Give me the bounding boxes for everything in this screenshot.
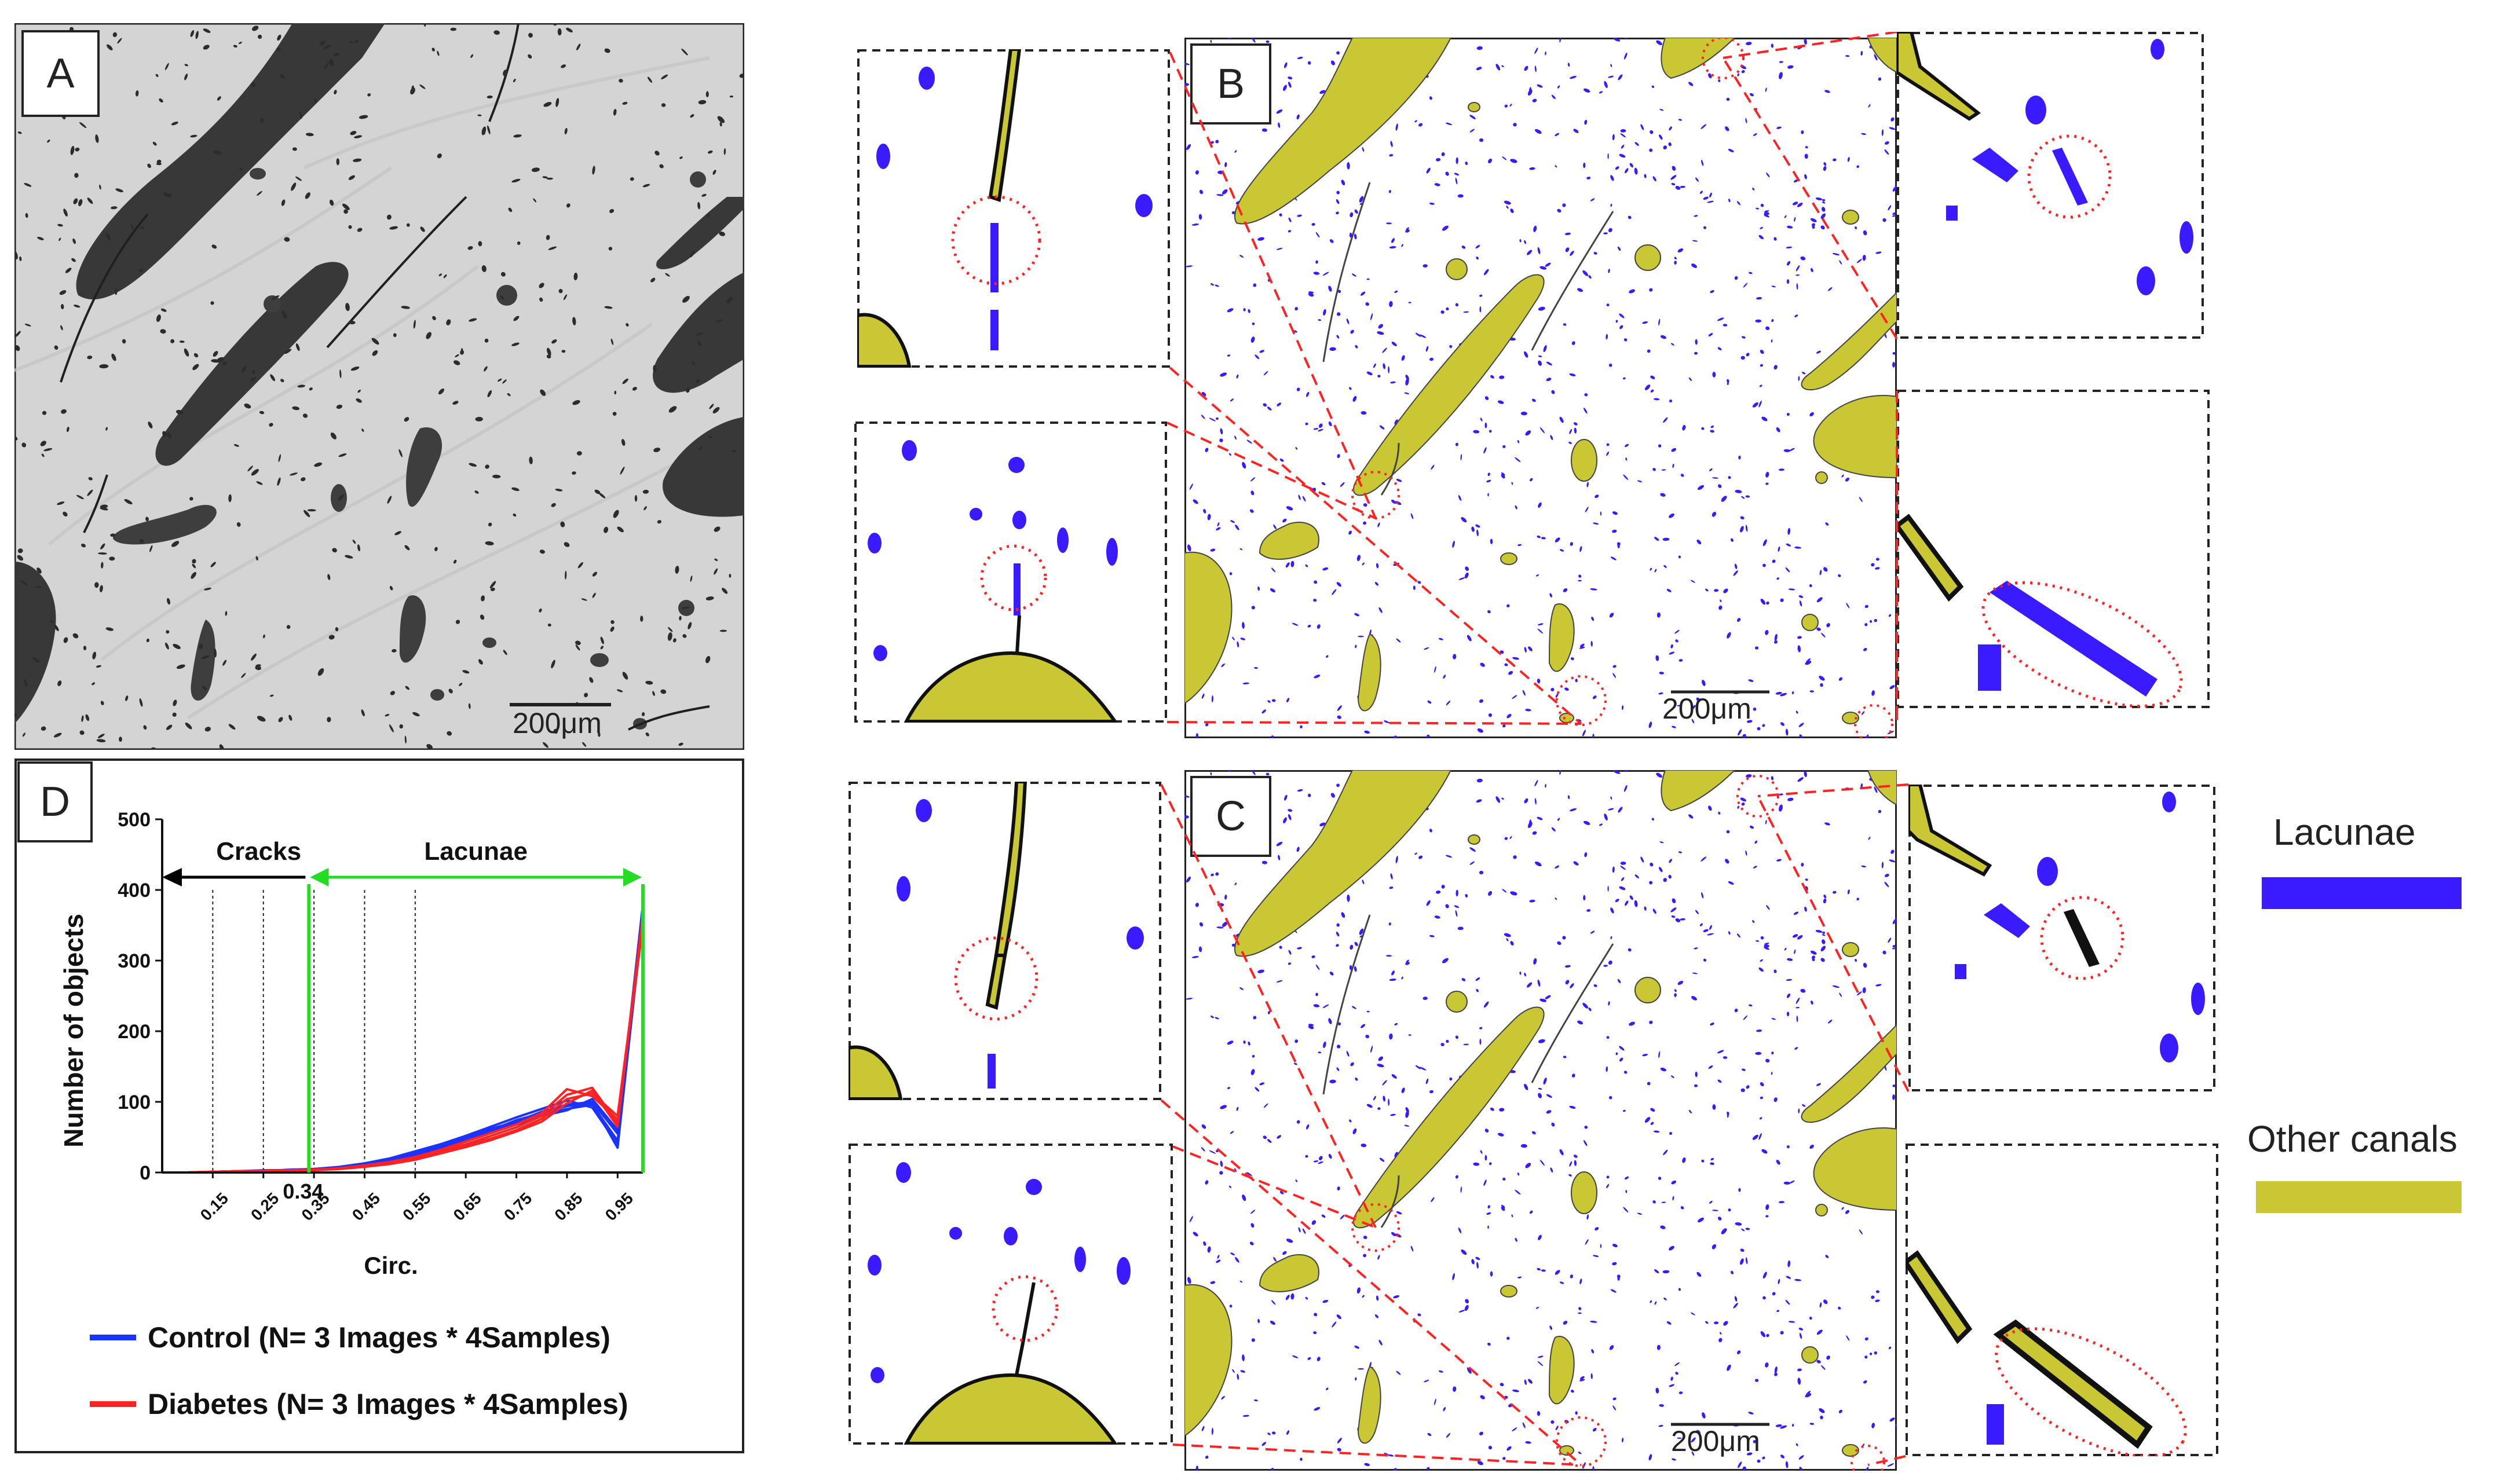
series-line-control-1 <box>162 904 644 1174</box>
x-tick-label: 0.85 <box>551 1189 586 1224</box>
y-tick-label: 0 <box>140 1162 151 1184</box>
panel-label-c: C <box>1190 776 1271 857</box>
cracks-arrow-head <box>162 868 182 886</box>
series-line-diabetes-6 <box>162 921 644 1174</box>
lacunae-arrow-head-left <box>310 868 329 886</box>
legend-label-1: Diabetes (N= 3 Images * 4Samples) <box>148 1388 628 1420</box>
scale-bar-label-c: 200μm <box>1671 1425 1760 1457</box>
zoom-inset-b-top-left <box>857 49 1170 368</box>
zoom-inset-b-bottom-right <box>1897 390 2210 708</box>
y-tick-label: 500 <box>118 809 151 831</box>
series-line-control-2 <box>162 918 644 1174</box>
sem-micrograph <box>14 23 744 750</box>
legend-lacunae-swatch <box>2262 877 2462 909</box>
zoom-inset-c-bottom-right <box>1906 1144 2218 1456</box>
y-tick-label: 100 <box>118 1091 151 1113</box>
series-line-diabetes-8 <box>162 925 644 1174</box>
cracks-label: Cracks <box>216 837 301 866</box>
panel-d: 0 100 200 300 400 500 0.15 0.25 0.35 0.45 0.55 0.65… <box>14 759 744 1453</box>
x-tick-label: 0.65 <box>450 1189 485 1224</box>
zoom-inset-c-top-left <box>849 782 1161 1100</box>
scale-bar-label-a: 200μm <box>513 707 602 739</box>
lacunae-region-label: Lacunae <box>424 837 528 866</box>
series-line-control-3 <box>162 907 644 1174</box>
x-tick-label: 0.95 <box>602 1189 637 1224</box>
panel-b: B 200μm <box>854 32 2227 744</box>
zoom-inset-b-top-right <box>1897 32 2204 339</box>
panel-d-frame <box>14 759 744 1453</box>
panel-label-b: B <box>1190 43 1271 124</box>
x-tick-label: 0.55 <box>399 1189 434 1224</box>
series-line-diabetes-5 <box>162 918 644 1174</box>
scale-bar-label-b: 200μm <box>1662 692 1751 725</box>
segmentation-map-c <box>1184 770 1897 1471</box>
panel-label-d: D <box>17 761 93 842</box>
legend-label-0: Control (N= 3 Images * 4Samples) <box>148 1321 610 1354</box>
legend-canals-swatch <box>2256 1181 2462 1213</box>
series-line-diabetes-7 <box>162 914 644 1174</box>
zoom-inset-b-bottom-left <box>854 422 1167 723</box>
panel-label-a: A <box>21 30 100 117</box>
segmentation-map-b <box>1184 38 1897 738</box>
legend-canals-label: Other canals <box>2247 1118 2458 1160</box>
legend-lacunae-label: Lacunae <box>2273 811 2416 853</box>
x-axis-title: Circ. <box>364 1252 418 1279</box>
y-tick-label: 400 <box>118 880 151 902</box>
series-line-control-0 <box>162 911 644 1174</box>
zoom-inset-c-top-right <box>1908 785 2215 1091</box>
x-tick-label: 0.15 <box>197 1189 232 1224</box>
y-tick-label: 300 <box>118 950 151 972</box>
zoom-inset-c-bottom-left <box>849 1144 1173 1445</box>
panel-c: C 200μm <box>849 764 2227 1476</box>
series-line-control-4 <box>162 914 644 1174</box>
panel-a: A 200μm <box>14 23 744 750</box>
y-tick-label: 200 <box>118 1021 151 1043</box>
y-axis-title: Number of objects <box>58 914 89 1148</box>
lacunae-arrow-head-right <box>623 868 642 886</box>
x-tick-label: 0.25 <box>247 1189 282 1224</box>
threshold-label: 0.34 <box>283 1179 323 1203</box>
x-tick-label: 0.75 <box>500 1189 535 1224</box>
x-tick-label: 0.45 <box>349 1189 383 1224</box>
